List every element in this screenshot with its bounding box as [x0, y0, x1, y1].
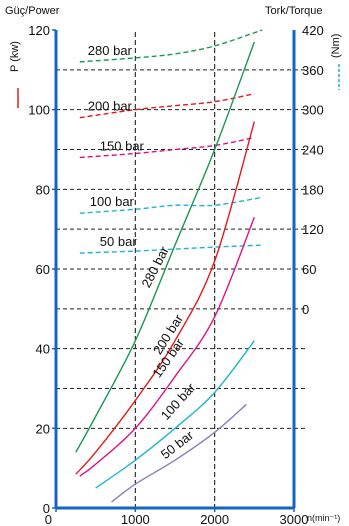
right-tick-label: 360: [302, 63, 324, 78]
x-tick-label: 3000: [280, 512, 309, 526]
right-tick-label: 60: [302, 262, 316, 277]
y-tick-label: 80: [36, 182, 50, 197]
right-tick-label: 120: [302, 222, 324, 237]
y-tick-label: 120: [28, 23, 50, 38]
torque-axis-label: (Nm): [330, 34, 342, 58]
x-tick-label: 1000: [121, 512, 150, 526]
right-tick-label: 180: [302, 182, 324, 197]
power-line: [75, 41, 255, 453]
power-series-label: 100 bar: [158, 380, 199, 423]
power-line: [111, 403, 247, 503]
series-layer: [75, 29, 263, 503]
torque-line: [79, 93, 255, 119]
right-tick-label: 0: [302, 302, 309, 317]
power-line: [95, 340, 255, 489]
right-tick-label: 420: [302, 23, 324, 38]
torque-title: Tork/Torque: [265, 5, 322, 17]
torque-series-label: 150 bar: [100, 138, 145, 153]
x-tick-label: 2000: [200, 512, 229, 526]
y-tick-label: 100: [28, 103, 50, 118]
power-series-label: 280 bar: [138, 243, 172, 290]
axes-layer: 0 20 40 60 80 100 120 0 60 120 180 240 300 360 420 0 100…: [28, 23, 323, 526]
power-line: [79, 216, 255, 477]
y-tick-label: 60: [36, 262, 50, 277]
torque-series-label: 200 bar: [88, 99, 133, 114]
power-line: [75, 121, 256, 475]
right-tick-label: 240: [302, 143, 324, 158]
right-tick-label: 300: [302, 103, 324, 118]
y-tick-label: 40: [36, 342, 50, 357]
torque-series-label: 280 bar: [88, 43, 133, 58]
y-tick-label: 0: [43, 501, 50, 516]
power-series-label: 50 bar: [158, 427, 197, 462]
x-unit-label: n(min⁻¹): [307, 513, 340, 523]
torque-series-label: 100 bar: [90, 194, 135, 209]
x-tick-label: 0: [45, 512, 52, 526]
torque-line: [79, 136, 255, 159]
power-axis-label: P (kw): [9, 41, 21, 72]
torque-series-label: 50 bar: [100, 234, 138, 249]
power-title: Güç/Power: [5, 5, 60, 17]
y-tick-label: 20: [36, 421, 50, 436]
